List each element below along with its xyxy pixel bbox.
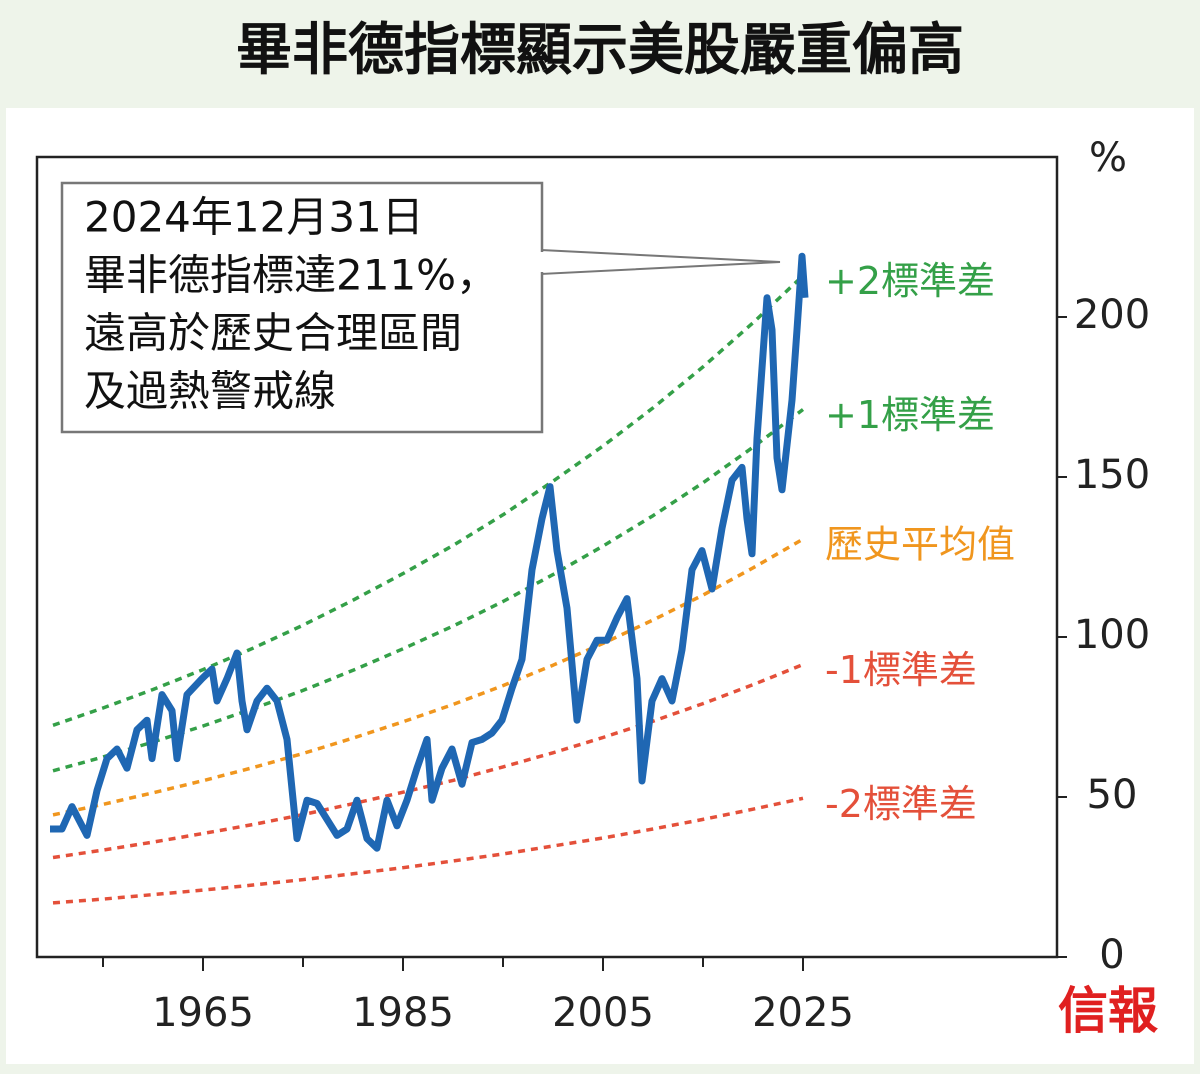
- callout-text: 2024年12月31日: [84, 193, 424, 242]
- source-logo: 信報: [1058, 981, 1158, 1040]
- callout-joint: [539, 252, 545, 272]
- data-line: [50, 252, 809, 852]
- callout-text: 畢非德指標達211%，: [84, 251, 498, 300]
- callout-text: 及過熱警戒線: [84, 367, 336, 416]
- x-tick-label: 1985: [352, 990, 454, 1036]
- trend-line: [52, 796, 804, 905]
- y-tick-label: 50: [1087, 772, 1138, 818]
- y-unit: %: [1089, 135, 1127, 181]
- x-tick-label: 1965: [152, 990, 254, 1036]
- series-label: 歷史平均值: [825, 523, 1015, 567]
- y-tick-label: 150: [1074, 452, 1150, 498]
- y-tick-label: 100: [1074, 612, 1150, 658]
- y-tick-label: 0: [1099, 932, 1124, 978]
- plot-frame: [35, 155, 1059, 959]
- chart-title: 畢非德指標顯示美股嚴重偏高: [236, 18, 964, 83]
- series-label: +1標準差: [825, 393, 995, 437]
- y-tick-label: 200: [1074, 292, 1150, 338]
- x-tick-label: 2005: [552, 990, 654, 1036]
- series-label: +2標準差: [825, 259, 995, 303]
- series-label: -2標準差: [825, 782, 977, 826]
- callout-text: 遠高於歷史合理區間: [84, 309, 462, 358]
- callout-box: [60, 181, 544, 434]
- x-tick-label: 2025: [752, 990, 854, 1036]
- series-label: -1標準差: [825, 648, 977, 692]
- trend-line: [52, 274, 805, 727]
